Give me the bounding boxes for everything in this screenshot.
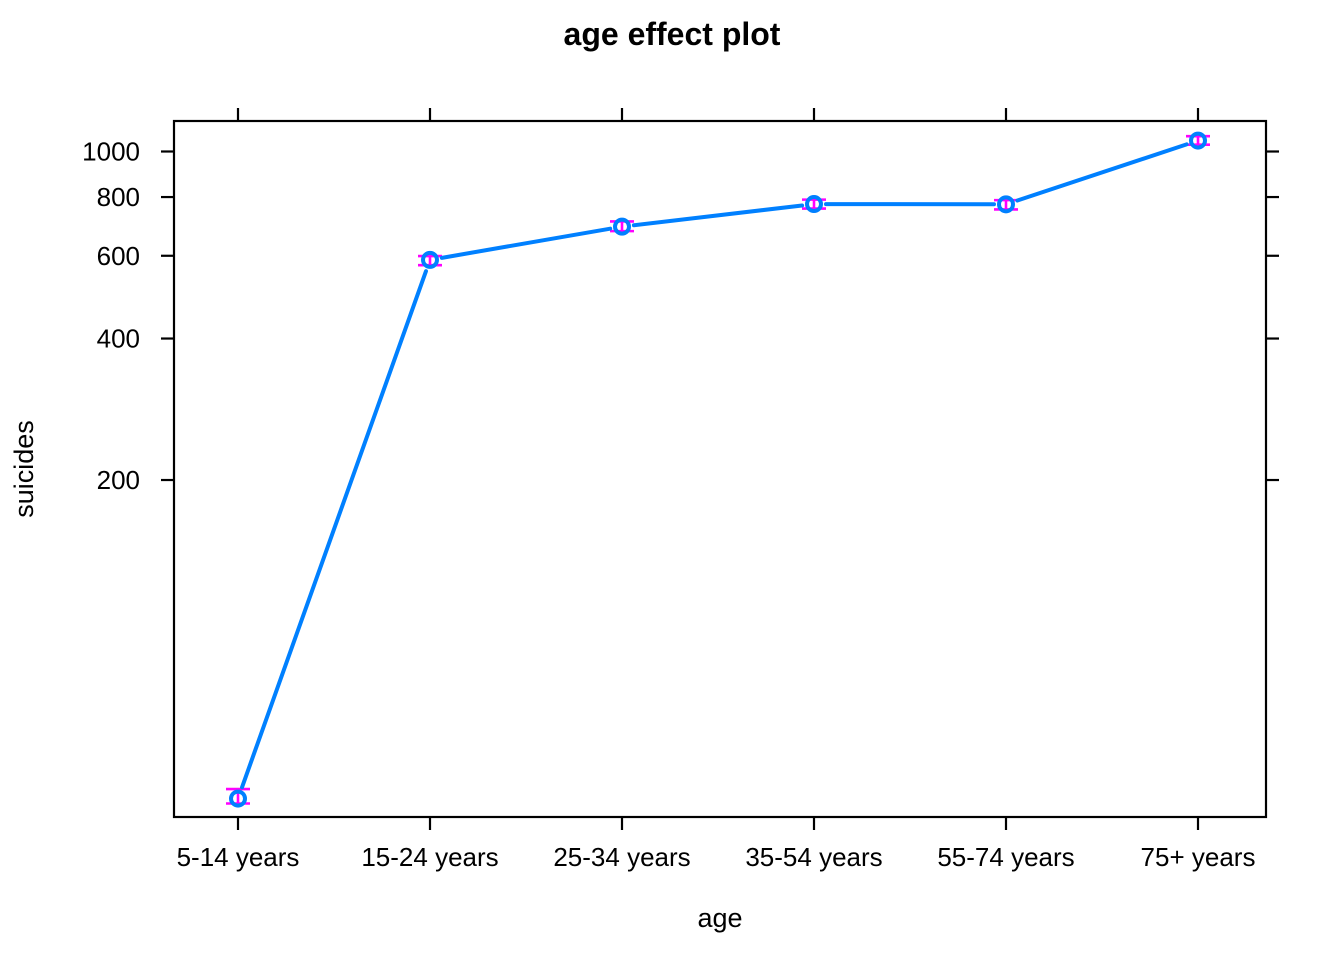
data-point — [805, 195, 823, 214]
y-axis-label: suicides — [9, 420, 39, 518]
plot-area: 5-14 years 15-24 years 25-34 years 35-54 ye… — [82, 108, 1279, 872]
x-axis-label: age — [697, 903, 742, 933]
y-tick-label: 400 — [97, 324, 140, 354]
y-tick-label: 1000 — [82, 137, 140, 167]
y-tick-label: 600 — [97, 241, 140, 271]
x-tick-label: 75+ years — [1141, 842, 1256, 872]
fit-line-segment — [631, 203, 805, 228]
chart-title: age effect plot — [564, 16, 781, 52]
data-point — [613, 217, 631, 236]
y-tick-label: 800 — [97, 182, 140, 212]
data-point — [421, 250, 439, 269]
x-tick-label: 25-34 years — [553, 842, 690, 872]
x-tick-label: 35-54 years — [745, 842, 882, 872]
plot-border — [172, 119, 1268, 819]
x-tick-label: 55-74 years — [937, 842, 1074, 872]
fit-line-segment — [1015, 142, 1189, 203]
fit-line-segment — [439, 226, 613, 260]
data-point — [229, 789, 247, 808]
y-tick-label: 200 — [97, 465, 140, 495]
x-tick-label: 5-14 years — [177, 842, 300, 872]
data-point — [997, 195, 1015, 214]
fit-line-segment — [240, 269, 428, 790]
data-point — [1189, 131, 1207, 150]
x-tick-label: 15-24 years — [361, 842, 498, 872]
